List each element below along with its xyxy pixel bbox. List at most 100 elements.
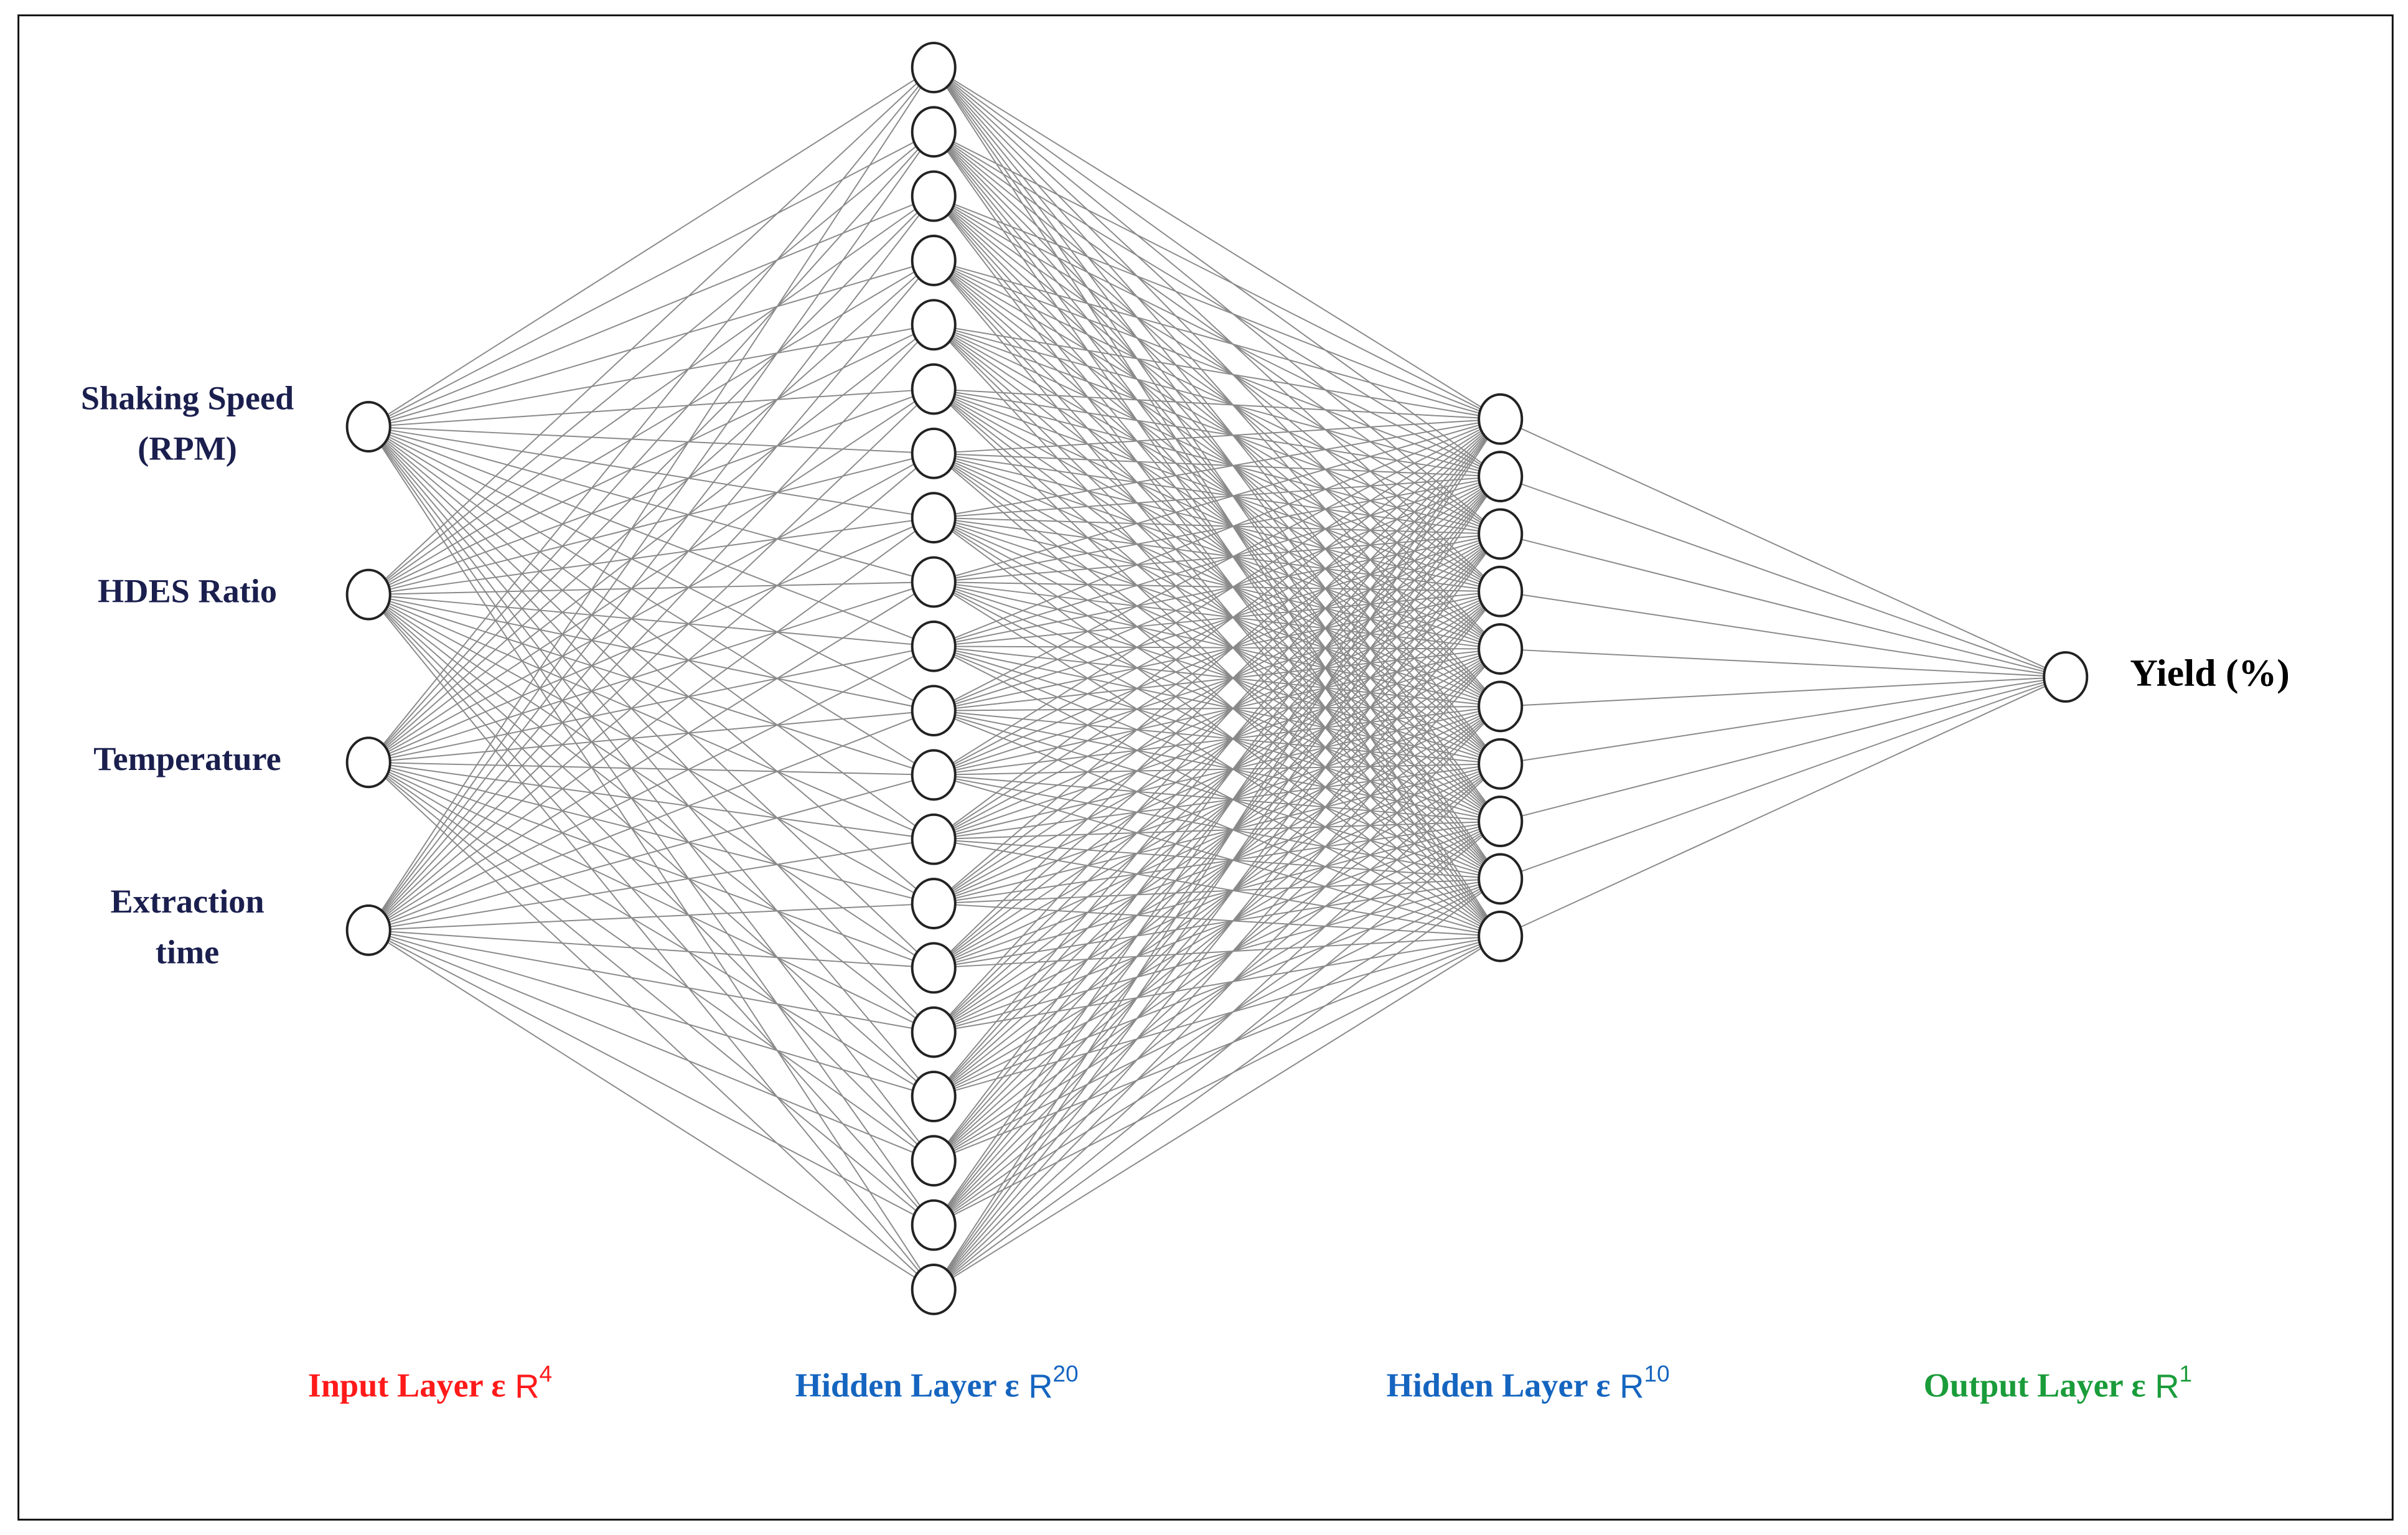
nodes	[345, 42, 2089, 1315]
edge	[368, 594, 934, 969]
edge	[368, 67, 935, 931]
neuron	[1478, 680, 1524, 733]
edge	[934, 936, 1501, 969]
edge	[368, 929, 934, 1097]
edge	[933, 533, 1501, 904]
edge	[934, 878, 1501, 969]
edge	[933, 706, 1501, 1226]
edge	[368, 131, 935, 931]
edge	[933, 418, 1501, 583]
edge	[933, 453, 1501, 937]
edge	[933, 476, 1501, 1033]
neuron	[1478, 393, 1524, 445]
edge	[933, 324, 1501, 880]
caption-space: R	[1619, 1368, 1644, 1406]
edge	[933, 705, 1501, 840]
neuron	[2043, 651, 2089, 703]
edge	[1500, 648, 2066, 678]
neuron	[345, 904, 391, 956]
neuron	[1478, 565, 1524, 617]
neuron	[911, 1071, 957, 1122]
edge	[933, 418, 1501, 1162]
edge	[933, 706, 1501, 1097]
edge	[933, 878, 1501, 1162]
caption-text: Input Layer ε	[308, 1367, 506, 1404]
neuron	[911, 1264, 957, 1315]
edge	[368, 581, 934, 596]
edge	[368, 260, 934, 428]
edge	[933, 763, 1501, 1162]
edge	[368, 761, 934, 904]
edge	[933, 705, 1501, 904]
edge	[934, 476, 1501, 583]
edge	[933, 476, 1501, 840]
edge	[933, 418, 1501, 1290]
edge	[933, 763, 1501, 1033]
edge	[933, 67, 1501, 420]
edge	[933, 533, 1501, 1162]
edge	[933, 591, 1501, 1290]
edge	[368, 929, 934, 1290]
edge	[368, 324, 934, 763]
edge	[368, 929, 934, 969]
edge	[933, 476, 1501, 1290]
edge	[368, 929, 934, 1033]
edge	[933, 533, 1501, 1290]
edge	[933, 936, 1501, 1290]
edge	[933, 67, 1501, 937]
edge	[933, 820, 1501, 969]
edge	[933, 820, 1501, 1290]
edge	[1500, 676, 2066, 707]
edge	[368, 67, 934, 428]
edge	[368, 324, 934, 428]
edge	[933, 878, 1501, 1290]
edge	[933, 533, 1501, 969]
edge	[933, 706, 1501, 1290]
neuron	[911, 170, 957, 222]
edge	[368, 388, 934, 596]
edge	[933, 67, 1501, 880]
neuron	[1478, 738, 1524, 790]
caption-dim: 20	[1053, 1361, 1079, 1386]
edge	[368, 517, 934, 763]
caption-text: Hidden Layer ε	[795, 1367, 1019, 1404]
edge	[933, 878, 1501, 1097]
edge	[933, 260, 1501, 880]
edge	[368, 517, 934, 931]
edge	[933, 476, 1501, 711]
edge	[368, 929, 934, 1162]
edge	[933, 131, 1501, 477]
edge	[368, 645, 934, 763]
edge	[933, 388, 1501, 937]
edge	[933, 820, 1501, 1033]
edge	[933, 418, 1501, 711]
edge	[933, 706, 1501, 1033]
edge	[933, 260, 1501, 822]
edge	[368, 426, 934, 776]
neuron	[911, 749, 957, 801]
edge	[933, 763, 1501, 904]
edge	[933, 67, 1501, 535]
edge	[933, 131, 1501, 764]
edge	[933, 195, 1501, 650]
edge	[934, 763, 1501, 776]
edge	[368, 581, 934, 763]
edge	[933, 648, 1501, 1226]
edge	[933, 476, 1501, 776]
edge	[933, 260, 1501, 477]
edge	[934, 705, 1501, 776]
neuron	[911, 363, 957, 415]
caption-space: R	[2155, 1368, 2179, 1406]
edges	[368, 67, 2066, 1290]
edge	[933, 533, 1501, 1097]
edge	[368, 426, 935, 1226]
edge	[368, 426, 934, 1097]
edge	[933, 533, 1501, 1226]
edge	[933, 591, 1501, 776]
edge	[1500, 676, 2066, 937]
edge	[368, 67, 934, 595]
edge	[933, 418, 1501, 1226]
edge	[934, 820, 1501, 904]
caption-space: R	[1028, 1368, 1052, 1406]
